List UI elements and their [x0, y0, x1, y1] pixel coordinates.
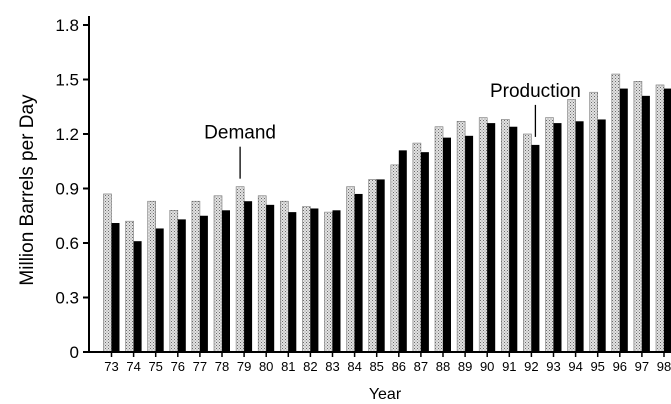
bar-production-83 — [332, 210, 341, 352]
bar-demand-77 — [191, 200, 201, 353]
x-tick-label: 79 — [237, 359, 251, 374]
bar-production-87 — [420, 152, 429, 352]
bar-production-78 — [222, 210, 230, 352]
annotation-production: Production — [490, 81, 581, 102]
bar-demand-97 — [633, 81, 643, 353]
bar-production-97 — [641, 95, 650, 352]
bar-demand-73 — [103, 193, 112, 353]
y-tick-label: 1.5 — [55, 71, 79, 90]
bar-production-90 — [487, 123, 496, 352]
bar-demand-87 — [412, 142, 422, 353]
bar-production-76 — [177, 219, 186, 352]
bar-demand-76 — [169, 210, 179, 353]
bar-production-94 — [575, 121, 584, 353]
bar-production-86 — [398, 150, 407, 352]
x-tick-label: 76 — [171, 359, 185, 374]
y-tick-label: 1.2 — [55, 125, 79, 144]
bar-demand-95 — [589, 91, 599, 353]
bar-demand-84 — [346, 186, 355, 353]
bar-production-98 — [664, 88, 671, 352]
x-ticks-group: 73 74 75 76 77 78 79 80 81 82 83 84 85 86 87 88 89 90 91 92… — [104, 352, 671, 374]
x-tick-label: 94 — [568, 359, 582, 374]
x-tick-label: 80 — [259, 359, 273, 374]
bar-demand-82 — [302, 206, 311, 353]
x-tick-label: 75 — [148, 359, 162, 374]
bar-production-75 — [155, 228, 164, 352]
bar-demand-93 — [545, 117, 554, 353]
bar-production-84 — [354, 193, 363, 352]
x-tick-label: 87 — [414, 359, 428, 374]
y-tick-label: 0.6 — [55, 234, 79, 253]
bar-demand-86 — [390, 164, 400, 353]
bar-production-93 — [553, 123, 562, 352]
bar-production-95 — [597, 119, 606, 352]
x-tick-label: 88 — [436, 359, 450, 374]
x-tick-label: 95 — [590, 359, 604, 374]
bar-demand-74 — [125, 220, 134, 353]
bar-production-74 — [133, 241, 142, 352]
bar-production-80 — [266, 204, 275, 352]
bar-production-82 — [310, 208, 319, 352]
y-tick-label: 1.8 — [55, 16, 79, 35]
bar-demand-96 — [611, 73, 621, 353]
x-tick-label: 77 — [193, 359, 207, 374]
bar-production-79 — [244, 201, 253, 352]
bar-demand-92 — [523, 133, 532, 353]
x-tick-label: 73 — [104, 359, 118, 374]
bar-production-85 — [376, 179, 385, 352]
bar-demand-78 — [213, 195, 223, 353]
x-tick-label: 85 — [369, 359, 383, 374]
bar-demand-83 — [324, 211, 333, 353]
bar-production-89 — [465, 135, 474, 352]
annotations-group: Demand Production — [204, 81, 581, 179]
x-tick-label: 97 — [635, 359, 649, 374]
bar-production-81 — [288, 212, 297, 352]
bar-production-92 — [531, 144, 540, 352]
bar-demand-79 — [235, 186, 245, 353]
x-tick-label: 90 — [480, 359, 494, 374]
y-tick-label: 0 — [70, 343, 79, 362]
bar-production-77 — [199, 215, 208, 352]
annotation-demand: Demand — [204, 123, 276, 144]
x-tick-label: 84 — [347, 359, 361, 374]
bar-demand-94 — [567, 99, 576, 353]
y-axis-label: Million Barrels per Day — [17, 94, 38, 286]
y-ticks-group: 0 0.3 0.6 0.9 1.2 1.5 1.8 — [55, 16, 89, 362]
bar-demand-81 — [279, 200, 289, 353]
bar-demand-80 — [257, 195, 267, 353]
x-tick-label: 82 — [303, 359, 317, 374]
bar-production-88 — [443, 137, 451, 352]
x-tick-label: 93 — [546, 359, 560, 374]
bar-production-91 — [509, 126, 518, 352]
x-tick-label: 98 — [657, 359, 671, 374]
bar-demand-89 — [456, 120, 466, 353]
x-tick-label: 89 — [458, 359, 472, 374]
y-tick-label: 0.9 — [55, 180, 79, 199]
bar-demand-88 — [434, 126, 444, 353]
bar-demand-85 — [368, 179, 378, 353]
x-tick-label: 78 — [215, 359, 229, 374]
bar-production-73 — [111, 223, 120, 352]
x-tick-label: 92 — [524, 359, 538, 374]
bars-group — [103, 73, 671, 353]
bar-demand-98 — [655, 84, 665, 353]
bar-demand-75 — [147, 200, 156, 353]
x-tick-label: 91 — [502, 359, 516, 374]
x-tick-label: 81 — [281, 359, 295, 374]
bar-demand-90 — [478, 117, 488, 353]
x-tick-label: 86 — [392, 359, 406, 374]
bar-demand-91 — [500, 119, 510, 353]
x-axis-label: Year — [369, 386, 402, 403]
x-tick-label: 83 — [325, 359, 339, 374]
x-tick-label: 74 — [126, 359, 140, 374]
bar-production-96 — [619, 88, 628, 352]
x-tick-label: 96 — [613, 359, 627, 374]
y-tick-label: 0.3 — [55, 289, 79, 308]
